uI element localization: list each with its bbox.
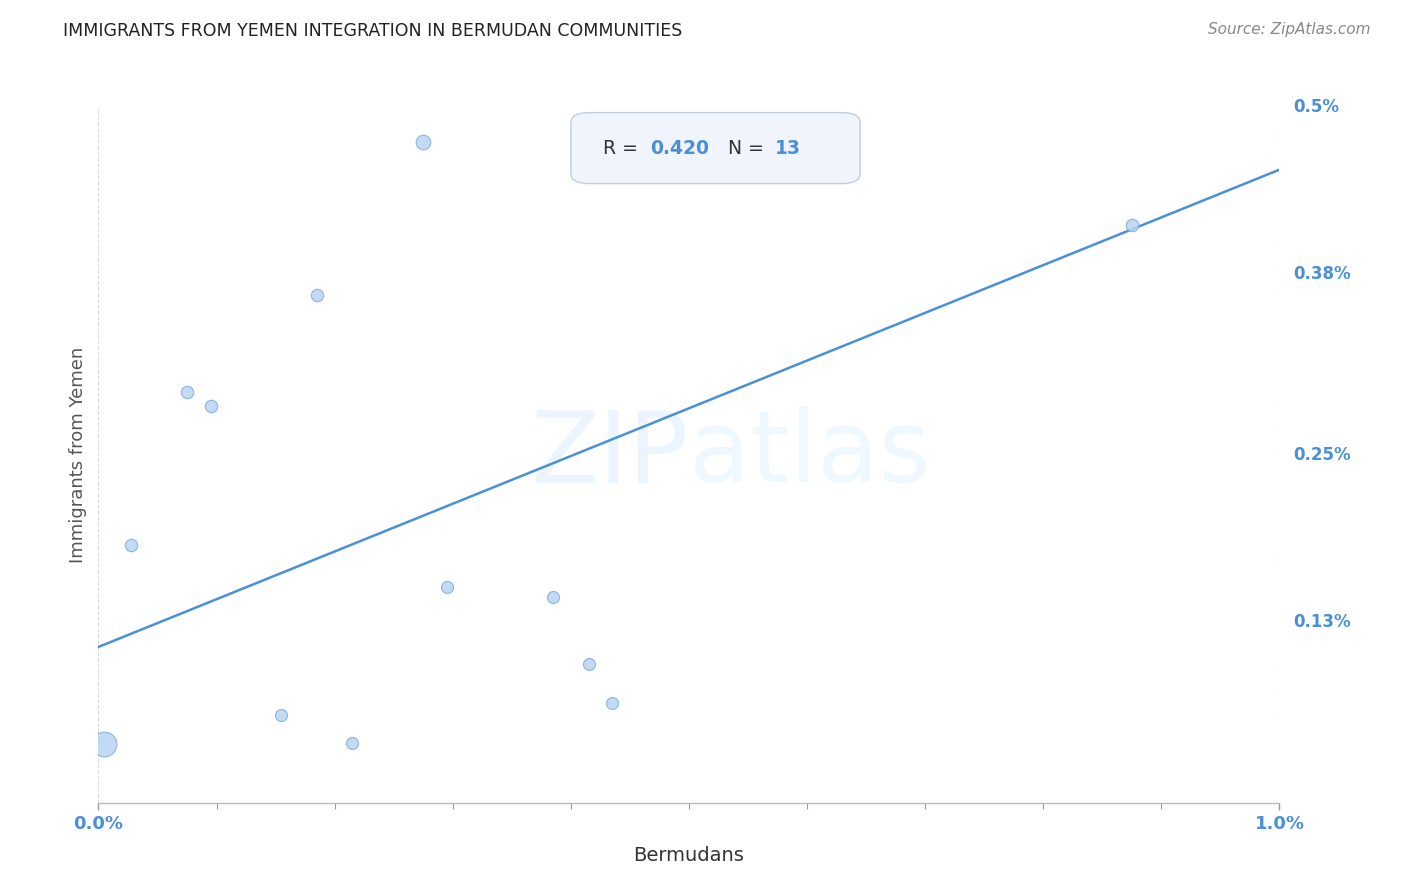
Text: 0.420: 0.420 (650, 138, 709, 158)
Point (305, 288, 328, 302)
Point (342, 736, 364, 750)
Point (176, 385, 198, 400)
Text: IMMIGRANTS FROM YEMEN INTEGRATION IN BERMUDAN COMMUNITIES: IMMIGRANTS FROM YEMEN INTEGRATION IN BER… (63, 22, 682, 40)
Point (121, 538, 143, 552)
Y-axis label: Immigrants from Yemen: Immigrants from Yemen (69, 347, 87, 563)
Text: N =: N = (728, 138, 770, 158)
Point (200, 399, 222, 413)
Point (270, 708, 292, 723)
Text: atlas: atlas (689, 407, 931, 503)
Text: 0.38%: 0.38% (1294, 265, 1351, 283)
Point (541, 590, 564, 604)
FancyBboxPatch shape (571, 112, 860, 184)
Text: 0.5%: 0.5% (1294, 98, 1340, 116)
Point (578, 657, 600, 671)
Point (93, 737, 115, 751)
Text: 0.25%: 0.25% (1294, 446, 1351, 464)
Point (412, 135, 434, 149)
Text: ZIP: ZIP (530, 407, 689, 503)
Point (436, 580, 458, 594)
Point (600, 696, 623, 710)
Point (1121, 219, 1143, 233)
Text: R =: R = (603, 138, 644, 158)
Text: 13: 13 (775, 138, 801, 158)
Text: 0.13%: 0.13% (1294, 613, 1351, 631)
X-axis label: Bermudans: Bermudans (634, 847, 744, 865)
Text: Source: ZipAtlas.com: Source: ZipAtlas.com (1208, 22, 1371, 37)
